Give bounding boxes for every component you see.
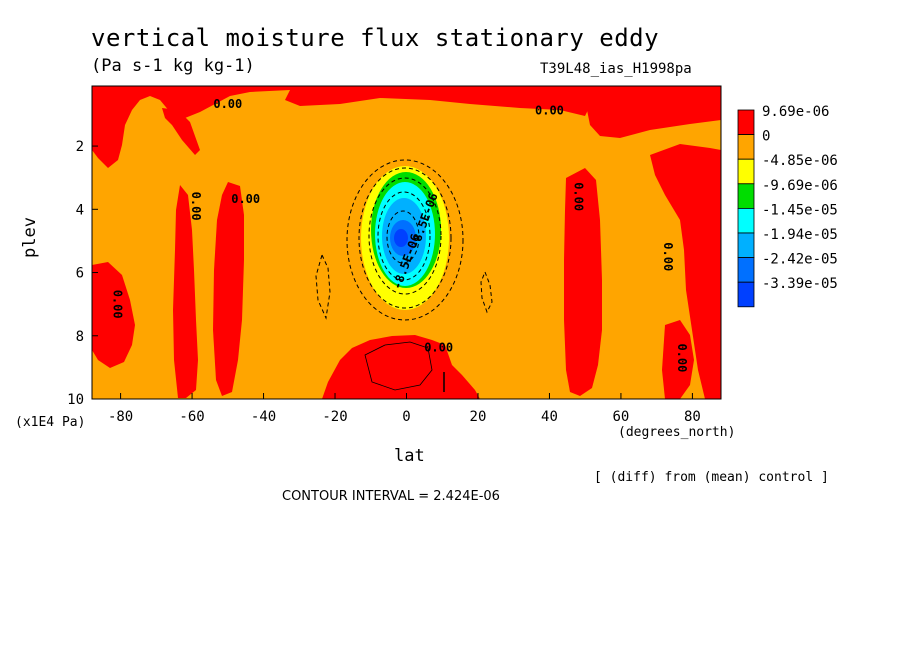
contour-line (364, 341, 433, 391)
legend-label: -3.39e-05 (762, 276, 838, 292)
red-region-right-bottom (662, 320, 694, 399)
y-tick-label: 8 (76, 329, 84, 345)
legend: 9.69e-06 0 -4.85e-06 -9.69e-06 -1.45e-05 -1.9… (737, 104, 838, 308)
red-region-bottom-center (322, 335, 480, 399)
contour-value-label: 0.00 (571, 182, 585, 211)
contour-value-label: 0.00 (110, 290, 124, 319)
diff-note: [ (diff) from (mean) control ] (594, 470, 829, 485)
x-tick-label: 0 (402, 409, 410, 425)
contour-line (386, 210, 420, 264)
contour-field (92, 86, 721, 399)
contour-value-label: 0.00 (213, 97, 242, 111)
x-tick-label: -80 (108, 409, 133, 425)
legend-swatch (737, 232, 755, 259)
contour-value-label: 0.00 (661, 242, 675, 271)
contour-line (368, 177, 442, 295)
x-tick-label: 40 (541, 409, 558, 425)
x-tick-label: 80 (684, 409, 701, 425)
contour-value-label: 0.00 (231, 192, 260, 206)
y-tick-label: 4 (76, 202, 84, 218)
legend-swatch (737, 257, 755, 283)
y-tick-label: 2 (76, 139, 84, 155)
contour-line (346, 159, 464, 321)
contour-value-label: 0.00 (189, 192, 203, 221)
legend-label: -9.69e-06 (762, 178, 838, 194)
legend-swatch (737, 158, 755, 185)
legend-label: 9.69e-06 (762, 104, 829, 120)
contour-value-label: 0.00 (424, 341, 453, 355)
contour-value-label: 0.00 (535, 103, 564, 117)
legend-label: -1.94e-05 (762, 227, 838, 243)
x-tick-label: 20 (470, 409, 487, 425)
negative-contours (315, 159, 493, 321)
darkblue-region (394, 229, 408, 247)
run-id: T39L48_ias_H1998pa (540, 61, 692, 77)
legend-swatch (737, 281, 755, 308)
chart-title: vertical moisture flux stationary eddy (91, 24, 660, 52)
contour-line (480, 270, 493, 314)
x-tick-label: -60 (179, 409, 204, 425)
red-region-upper-right (585, 90, 721, 138)
red-region-top-lobe (162, 108, 200, 155)
legend-label: -1.45e-05 (762, 202, 838, 218)
red-region-left-column (173, 185, 198, 398)
red-region-right-column (564, 168, 602, 396)
legend-label: -4.85e-06 (762, 153, 838, 169)
x-axis: -80 -60 -40 -20 0 20 40 60 80 (108, 393, 701, 425)
legend-swatch (737, 134, 755, 160)
red-region-far-left (92, 262, 135, 368)
contour-line (358, 167, 452, 309)
x-tick-label: -40 (251, 409, 276, 425)
chart-units: (Pa s-1 kg kg-1) (91, 56, 255, 76)
x-tick-label: -20 (322, 409, 347, 425)
y-axis-unit: (x1E4 Pa) (15, 415, 86, 430)
contour-line (315, 253, 331, 320)
legend-swatch (737, 109, 755, 136)
legend-label: -2.42e-05 (762, 252, 838, 268)
red-region-far-right (650, 144, 721, 399)
x-axis-label: lat (394, 446, 425, 466)
red-region-top (92, 86, 721, 168)
y-tick-label: 6 (76, 266, 84, 282)
x-axis-unit: (degrees_north) (618, 425, 736, 440)
zero-contours (364, 341, 433, 391)
contour-interval: CONTOUR INTERVAL = 2.424E-06 (282, 489, 500, 504)
legend-label: 0 (762, 129, 770, 145)
y-tick-label: 10 (67, 392, 84, 408)
contour-line (377, 191, 431, 281)
contour-value-label: 0.00 (675, 343, 689, 372)
legend-swatch (737, 183, 755, 209)
x-tick-label: 60 (613, 409, 630, 425)
y-axis: 2 4 6 8 10 (67, 139, 98, 408)
legend-swatch (737, 207, 755, 234)
red-region-left-column-2 (213, 182, 244, 396)
